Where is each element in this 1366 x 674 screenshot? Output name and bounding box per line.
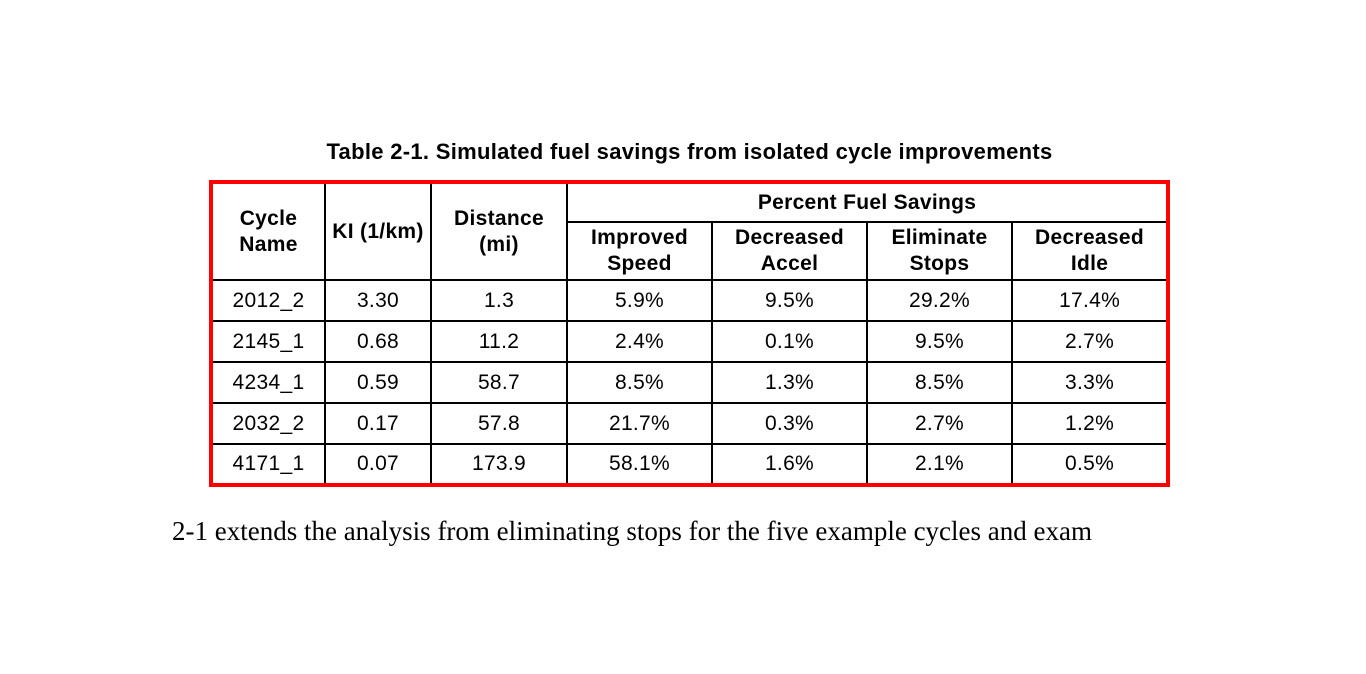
cell-cycle-name: 4171_1	[210, 443, 326, 486]
table-row: 4171_1 0.07 173.9 58.1% 1.6% 2.1% 0.5%	[210, 443, 1170, 486]
cell-eliminate-stops: 9.5%	[866, 320, 1013, 363]
cell-decreased-accel: 0.1%	[711, 320, 868, 363]
cell-improved-speed: 5.9%	[566, 279, 713, 322]
column-header-cycle-name: Cycle Name	[210, 181, 326, 281]
cell-distance: 11.2	[430, 320, 568, 363]
column-header-improved-speed: Improved Speed	[566, 221, 713, 281]
cell-ki: 3.30	[324, 279, 432, 322]
cell-ki: 0.68	[324, 320, 432, 363]
cell-ki: 0.59	[324, 361, 432, 404]
body-text: 2-1 extends the analysis from eliminatin…	[172, 516, 1092, 546]
header-row-top: Cycle Name KI (1/km) Distance (mi) Perce…	[210, 181, 1170, 281]
cell-distance: 57.8	[430, 402, 568, 445]
table-row: 2145_1 0.68 11.2 2.4% 0.1% 9.5% 2.7%	[210, 320, 1170, 363]
fuel-savings-table: Cycle Name KI (1/km) Distance (mi) Perce…	[209, 180, 1171, 487]
cell-distance: 58.7	[430, 361, 568, 404]
cell-cycle-name: 2012_2	[210, 279, 326, 322]
column-header-distance: Distance (mi)	[430, 181, 568, 281]
cell-improved-speed: 21.7%	[566, 402, 713, 445]
table-row: 2012_2 3.30 1.3 5.9% 9.5% 29.2% 17.4%	[210, 279, 1170, 322]
cell-decreased-accel: 1.6%	[711, 443, 868, 486]
cell-distance: 1.3	[430, 279, 568, 322]
cell-eliminate-stops: 29.2%	[866, 279, 1013, 322]
cell-cycle-name: 2145_1	[210, 320, 326, 363]
cell-ki: 0.17	[324, 402, 432, 445]
cell-improved-speed: 8.5%	[566, 361, 713, 404]
header-row-sub: Improved Speed Decreased Accel Eliminate…	[211, 221, 1170, 281]
column-group-header-percent-fuel-savings: Percent Fuel Savings	[565, 181, 1170, 223]
cell-improved-speed: 58.1%	[566, 443, 713, 486]
cell-decreased-idle: 0.5%	[1010, 443, 1170, 486]
cell-decreased-idle: 2.7%	[1010, 320, 1170, 363]
column-header-eliminate-stops: Eliminate Stops	[866, 221, 1013, 281]
cell-decreased-accel: 1.3%	[711, 361, 868, 404]
table-caption: Table 2-1. Simulated fuel savings from i…	[326, 139, 1053, 164]
cell-eliminate-stops: 2.1%	[866, 443, 1013, 486]
column-header-ki: KI (1/km)	[324, 181, 432, 281]
cell-decreased-accel: 0.3%	[711, 402, 868, 445]
cell-decreased-idle: 17.4%	[1010, 279, 1170, 322]
column-header-decreased-accel: Decreased Accel	[711, 221, 868, 281]
cell-ki: 0.07	[324, 443, 432, 486]
cell-decreased-accel: 9.5%	[711, 279, 868, 322]
cell-improved-speed: 2.4%	[566, 320, 713, 363]
column-header-decreased-idle: Decreased Idle	[1010, 221, 1170, 281]
table-row: 4234_1 0.59 58.7 8.5% 1.3% 8.5% 3.3%	[210, 361, 1170, 404]
cell-decreased-idle: 1.2%	[1010, 402, 1170, 445]
cell-cycle-name: 4234_1	[210, 361, 326, 404]
table-row: 2032_2 0.17 57.8 21.7% 0.3% 2.7% 1.2%	[210, 402, 1170, 445]
cell-distance: 173.9	[430, 443, 568, 486]
cell-eliminate-stops: 2.7%	[866, 402, 1013, 445]
cell-decreased-idle: 3.3%	[1010, 361, 1170, 404]
cell-eliminate-stops: 8.5%	[866, 361, 1013, 404]
cell-cycle-name: 2032_2	[210, 402, 326, 445]
